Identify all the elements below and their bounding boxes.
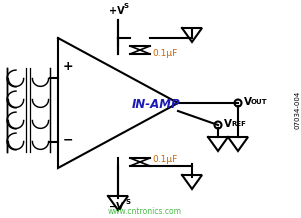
Text: REF: REF bbox=[231, 121, 246, 127]
Text: −: − bbox=[63, 133, 73, 146]
Text: +V: +V bbox=[109, 6, 125, 16]
Text: www.cntronics.com: www.cntronics.com bbox=[108, 208, 182, 216]
Text: S: S bbox=[125, 199, 130, 205]
Text: OUT: OUT bbox=[251, 99, 268, 105]
Text: V: V bbox=[244, 97, 252, 107]
Text: 0.1μF: 0.1μF bbox=[152, 49, 177, 58]
Text: +: + bbox=[63, 60, 73, 73]
Text: IN-AMP: IN-AMP bbox=[132, 99, 180, 111]
Text: 07034-004: 07034-004 bbox=[294, 91, 300, 129]
Text: S: S bbox=[124, 3, 129, 9]
Text: V: V bbox=[224, 119, 232, 129]
Text: −V: −V bbox=[109, 202, 125, 212]
Text: 0.1μF: 0.1μF bbox=[152, 155, 177, 165]
